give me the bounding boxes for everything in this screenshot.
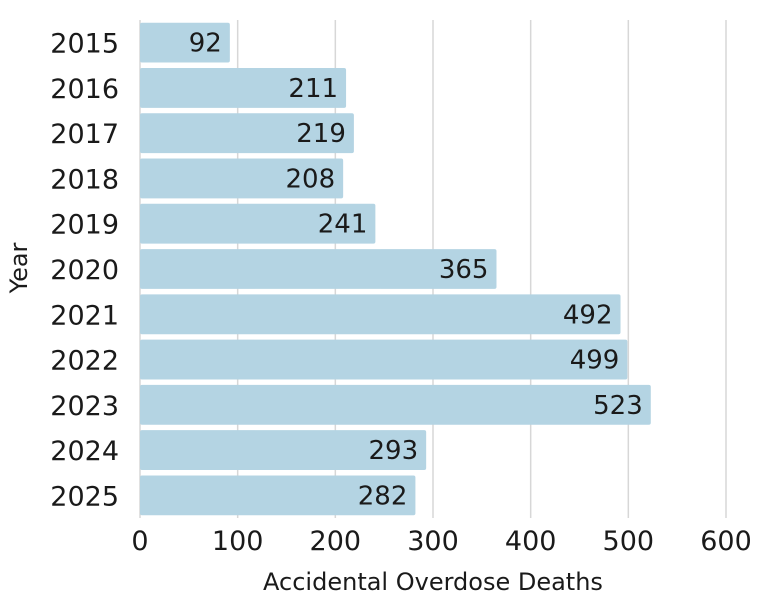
x-tick-label: 100 [212, 526, 264, 557]
bar-value-label: 282 [358, 481, 408, 511]
bar-value-label: 523 [593, 391, 643, 421]
bar-value-label: 293 [369, 436, 419, 466]
bar-2021 [140, 294, 621, 335]
bar-value-label: 92 [189, 29, 222, 59]
x-tick-label: 600 [700, 526, 752, 557]
x-tick-label: 300 [407, 526, 459, 557]
bar-value-label: 365 [439, 255, 489, 285]
bar-2018 [140, 158, 344, 199]
y-tick-label: 2020 [50, 255, 119, 286]
bar-2024 [140, 430, 427, 471]
bar-2015 [140, 22, 230, 63]
y-tick-label: 2024 [50, 436, 119, 467]
bar-value-label: 499 [570, 346, 620, 376]
bars [140, 22, 651, 516]
bar-value-label: 492 [563, 300, 613, 330]
bar-value-label: 219 [296, 119, 346, 149]
x-tick-label: 0 [131, 526, 148, 557]
bar-value-labels: 92 211 219 208 241 365 492 499 523 293 282 [189, 29, 643, 512]
bar-value-label: 208 [286, 164, 336, 194]
x-axis-tick-labels: 0 100 200 300 400 500 600 [131, 526, 751, 557]
bar-2017 [140, 113, 354, 154]
bar-2025 [140, 475, 416, 516]
y-tick-label: 2025 [50, 481, 119, 512]
y-tick-label: 2022 [50, 346, 119, 377]
bar-value-label: 241 [318, 210, 368, 240]
y-axis-title: Year [5, 242, 33, 294]
y-tick-label: 2015 [50, 29, 119, 60]
bar-value-label: 211 [288, 74, 338, 104]
y-tick-label: 2023 [50, 391, 119, 422]
x-tick-label: 500 [603, 526, 655, 557]
x-axis-title: Accidental Overdose Deaths [263, 568, 603, 596]
y-tick-label: 2016 [50, 74, 119, 105]
y-axis-tick-labels: 2015 2016 2017 2018 2019 2020 2021 2022 2023 2024… [50, 29, 119, 513]
y-tick-label: 2017 [50, 119, 119, 150]
bar-2022 [140, 339, 628, 380]
x-tick-label: 400 [505, 526, 557, 557]
x-tick-label: 200 [310, 526, 362, 557]
y-tick-label: 2021 [50, 300, 119, 331]
bar-2019 [140, 203, 376, 244]
bar-2020 [140, 249, 497, 289]
bar-2023 [140, 384, 651, 425]
y-tick-label: 2019 [50, 210, 119, 241]
bar-2016 [140, 67, 347, 108]
y-tick-label: 2018 [50, 164, 119, 195]
